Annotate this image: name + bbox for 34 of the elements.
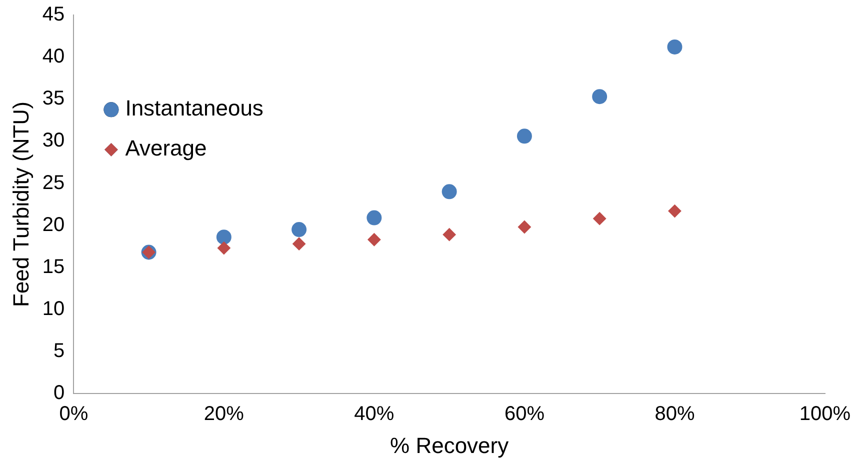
point [593,212,606,226]
point [292,237,306,250]
point [292,222,307,238]
legend-label: Average [125,136,207,161]
point [668,204,682,218]
y-tick-label: 35 [42,88,65,110]
point [216,230,232,245]
point [217,242,230,255]
point [366,210,382,226]
point [518,220,531,234]
x-tick-label: 100% [799,403,851,426]
y-axis-title: Feed Turbidity (NTU) [8,102,34,307]
point [368,233,381,246]
y-tick-label: 40 [42,46,65,68]
y-tick-label: 25 [42,172,65,194]
x-tick-label: 80% [654,403,695,426]
x-tick-label: 40% [354,403,394,426]
legend-label: Instantaneous [125,96,264,121]
y-tick-label: 30 [42,130,65,152]
y-tick-label: 20 [42,214,65,236]
point [592,89,608,104]
point [442,184,457,200]
y-tick-label: 5 [54,340,65,362]
x-axis-title: % Recovery [390,432,509,458]
point [667,39,682,54]
y-tick-label: 10 [42,298,65,320]
y-tick-label: 15 [42,256,65,278]
point [442,228,456,242]
point [516,128,532,144]
x-tick-label: 20% [204,403,244,426]
y-tick-label: 45 [42,4,65,26]
x-tick-label: 0% [59,403,88,426]
x-tick-label: 60% [504,403,545,426]
y-tick-label: 0 [54,382,65,404]
